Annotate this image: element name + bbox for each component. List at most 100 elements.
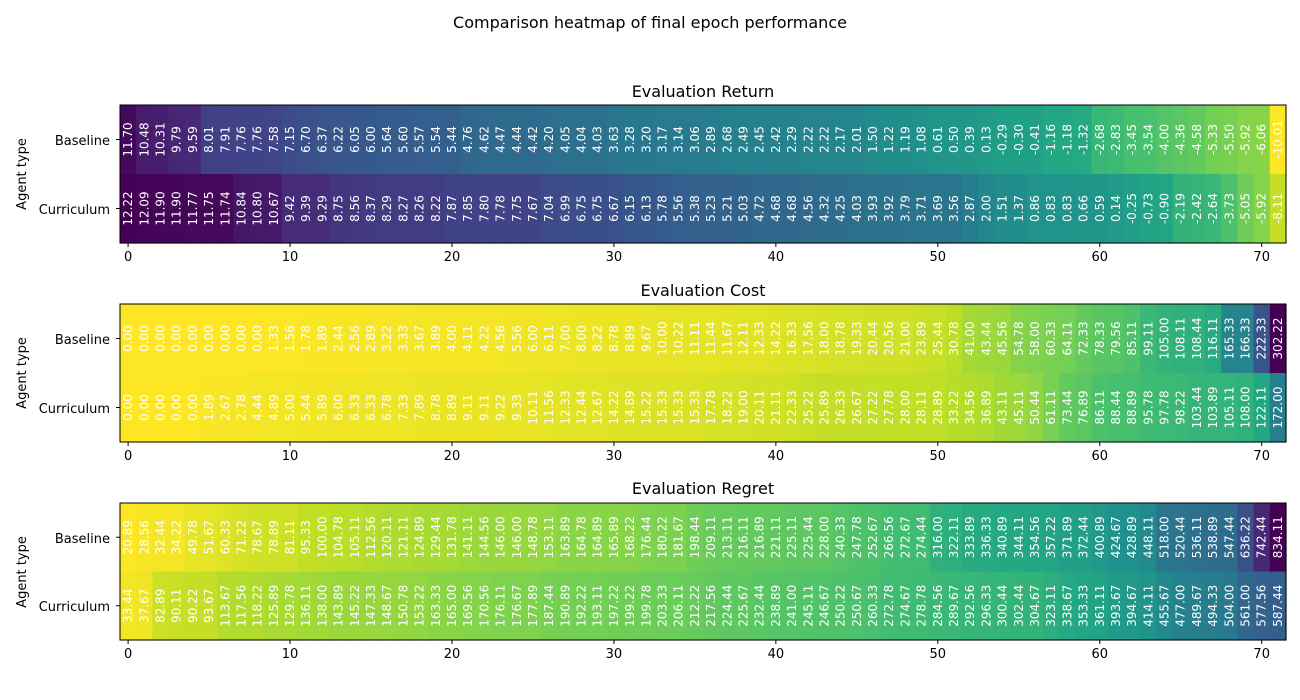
- cell-value-label: 0.59: [1093, 195, 1107, 222]
- heatmap-cell: [265, 503, 283, 573]
- heatmap-cell: [136, 571, 153, 641]
- heatmap-cell: [362, 174, 380, 244]
- cell-value-label: 7.78: [494, 195, 508, 222]
- cell-value-label: 5.60: [396, 126, 410, 153]
- cell-value-label: -2.64: [1206, 193, 1220, 224]
- cell-value-label: 12.67: [591, 390, 605, 424]
- heatmap-cell: [152, 174, 170, 244]
- cell-value-label: 41.00: [963, 321, 977, 355]
- cell-value-label: 0.00: [218, 325, 232, 352]
- heatmap-cell: [881, 571, 898, 641]
- cell-value-label: 302.44: [1012, 585, 1026, 627]
- cell-value-label: 176.11: [494, 585, 508, 627]
- heatmap-cell: [1205, 571, 1222, 641]
- heatmap-cell: [217, 571, 234, 641]
- heatmap-cell: [249, 105, 267, 175]
- cell-value-label: 2.01: [850, 126, 864, 153]
- cell-value-label: 240.33: [834, 516, 848, 558]
- cell-value-label: 90.22: [186, 589, 200, 623]
- heatmap-cell: [200, 304, 218, 374]
- cell-value-label: 8.26: [413, 195, 427, 222]
- heatmap-cell: [864, 373, 882, 443]
- cell-value-label: 394.67: [1125, 585, 1139, 627]
- cell-value-label: 577.56: [1255, 585, 1269, 627]
- heatmap-cell: [800, 571, 817, 641]
- heatmap-cell: [573, 304, 591, 374]
- heatmap-cell: [703, 174, 720, 244]
- cell-value-label: 225.44: [801, 516, 815, 558]
- cell-value-label: 103.44: [1190, 387, 1204, 429]
- heatmap-cell: [1205, 373, 1222, 443]
- heatmap-cell: [929, 304, 947, 374]
- cell-value-label: 22.33: [785, 390, 799, 424]
- heatmap-cell: [443, 373, 461, 443]
- heatmap-cell: [1237, 503, 1255, 573]
- heatmap-cell: [1010, 571, 1028, 641]
- heatmap-cell: [330, 174, 348, 244]
- heatmap-cell: [120, 304, 137, 374]
- cell-value-label: 5.56: [510, 325, 524, 352]
- x-tick-label: 0: [124, 449, 132, 464]
- cell-value-label: 1.33: [267, 325, 281, 352]
- heatmap-cell: [1140, 174, 1158, 244]
- heatmap-cell: [654, 174, 672, 244]
- heatmap-cell: [735, 571, 753, 641]
- heatmap-cell: [1237, 105, 1255, 175]
- cell-value-label: 7.67: [526, 195, 540, 222]
- heatmap-cell: [281, 174, 299, 244]
- heatmap-cell: [460, 304, 477, 374]
- cell-value-label: 105.11: [1222, 387, 1236, 429]
- heatmap-cell: [1010, 373, 1028, 443]
- cell-value-label: -0.41: [1028, 124, 1042, 155]
- heatmap-cell: [800, 503, 817, 573]
- cell-value-label: 344.11: [1012, 516, 1026, 558]
- cell-value-label: 322.11: [947, 516, 961, 558]
- heatmap-cell: [1172, 105, 1190, 175]
- cell-value-label: 10.11: [526, 390, 540, 424]
- cell-value-label: 9.42: [283, 195, 297, 222]
- heatmap-cell: [1091, 571, 1109, 641]
- heatmap-cell: [848, 304, 866, 374]
- x-tick-label: 50: [930, 647, 947, 662]
- cell-value-label: 232.44: [753, 585, 767, 627]
- heatmap-cell: [670, 503, 688, 573]
- cell-value-label: 8.29: [380, 195, 394, 222]
- cell-value-label: 6.00: [332, 394, 346, 421]
- cell-value-label: 7.76: [234, 126, 248, 153]
- heatmap-cell: [767, 373, 785, 443]
- cell-value-label: 1.78: [299, 325, 313, 352]
- cell-value-label: 5.54: [429, 126, 443, 153]
- cell-value-label: 8.27: [396, 195, 410, 222]
- cell-value-label: 146.00: [510, 516, 524, 558]
- cell-value-label: 150.78: [396, 585, 410, 627]
- cell-value-label: 21.11: [769, 390, 783, 424]
- heatmap-cell: [168, 571, 186, 641]
- cell-value-label: 6.99: [558, 195, 572, 222]
- cell-value-label: 216.89: [753, 516, 767, 558]
- heatmap-cell: [346, 304, 364, 374]
- cell-value-label: 2.78: [234, 394, 248, 421]
- cell-value-label: 190.89: [558, 585, 572, 627]
- heatmap-cell: [622, 304, 639, 374]
- cell-value-label: 10.31: [153, 122, 167, 156]
- cell-value-label: -1.16: [1044, 124, 1058, 155]
- heatmap-cell: [233, 571, 251, 641]
- heatmap-cell: [492, 174, 510, 244]
- cell-value-label: 176.67: [510, 585, 524, 627]
- heatmap-cell: [362, 373, 380, 443]
- heatmap-cell: [622, 373, 639, 443]
- cell-value-label: 4.44: [251, 394, 265, 421]
- cell-value-label: 20.56: [882, 321, 896, 355]
- cell-value-label: 26.33: [834, 390, 848, 424]
- cell-value-label: 37.67: [137, 589, 151, 623]
- heatmap-cell: [281, 373, 299, 443]
- cell-value-label: 193.11: [591, 585, 605, 627]
- cell-value-label: -5.50: [1222, 124, 1236, 155]
- heatmap-cell: [508, 373, 526, 443]
- cell-value-label: 6.33: [364, 394, 378, 421]
- heatmap-cell: [913, 174, 931, 244]
- heatmap-cell: [1107, 571, 1125, 641]
- cell-value-label: 43.11: [996, 390, 1010, 424]
- cell-value-label: 58.00: [1028, 321, 1042, 355]
